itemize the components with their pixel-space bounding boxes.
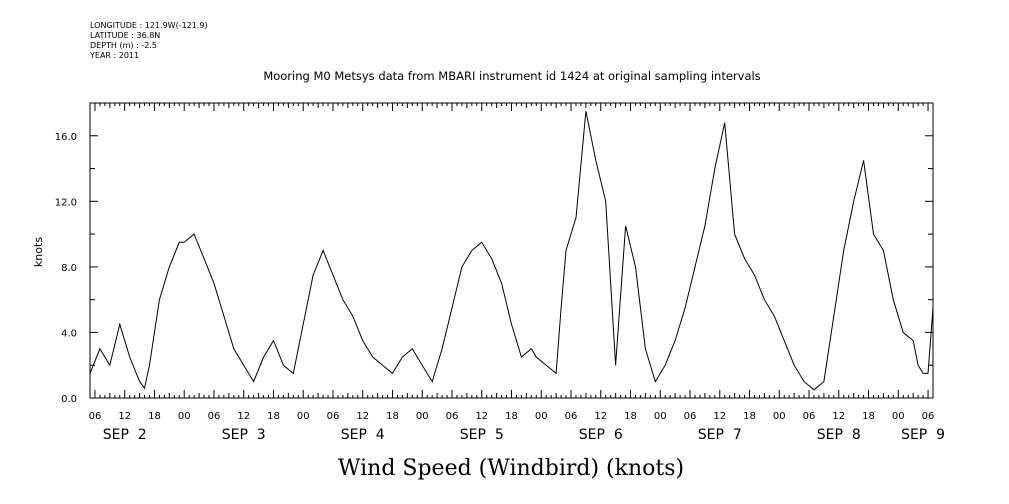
x-date-label: SEP 2 <box>103 427 147 443</box>
wind-speed-line <box>89 111 934 391</box>
depth-text: DEPTH (m) : -2.5 <box>90 41 157 50</box>
x-hour-label: 18 <box>624 411 637 422</box>
x-date-label: SEP 4 <box>341 427 385 443</box>
x-hour-label: 18 <box>862 411 875 422</box>
x-date-label: SEP 3 <box>222 427 266 443</box>
x-date-label: SEP 6 <box>579 427 623 443</box>
x-date-label: SEP 5 <box>460 427 504 443</box>
plot-frame <box>89 102 934 399</box>
x-hour-label: 06 <box>565 411 578 422</box>
y-tick-label: 0.0 <box>61 394 77 405</box>
x-hour-label: 18 <box>148 411 161 422</box>
x-hour-label: 18 <box>267 411 280 422</box>
x-hour-label: 00 <box>178 411 191 422</box>
x-hour-label: 12 <box>832 411 845 422</box>
x-hour-label: 12 <box>713 411 726 422</box>
x-hour-label: 18 <box>386 411 399 422</box>
x-hour-label: 06 <box>922 411 935 422</box>
year-text: YEAR : 2011 <box>90 51 140 60</box>
x-hour-label: 06 <box>446 411 459 422</box>
metadata-block: LONGITUDE : 121.9W(-121.9) LATITUDE : 36… <box>90 21 208 61</box>
x-hour-label: 06 <box>803 411 816 422</box>
x-hour-label: 00 <box>535 411 548 422</box>
x-hour-label: 12 <box>356 411 369 422</box>
y-axis-label: knots <box>32 237 45 267</box>
x-date-label: SEP 7 <box>698 427 742 443</box>
y-tick-label: 4.0 <box>61 328 77 339</box>
x-hour-label: 12 <box>475 411 488 422</box>
y-tick-label: 8.0 <box>61 263 77 274</box>
x-hour-label: 00 <box>892 411 905 422</box>
x-hour-label: 18 <box>505 411 518 422</box>
x-hour-label: 06 <box>89 411 102 422</box>
x-hour-label: 00 <box>654 411 667 422</box>
latitude-text: LATITUDE : 36.8N <box>90 31 161 40</box>
chart-caption: Wind Speed (Windbird) (knots) <box>338 456 684 481</box>
x-hour-label: 00 <box>773 411 786 422</box>
y-tick-label: 16.0 <box>55 132 77 143</box>
x-date-label: SEP 9 <box>901 427 945 443</box>
x-date-label: SEP 8 <box>817 427 861 443</box>
x-hour-label: 18 <box>743 411 756 422</box>
x-hour-label: 12 <box>237 411 250 422</box>
x-hour-label: 06 <box>208 411 221 422</box>
x-hour-label: 12 <box>594 411 607 422</box>
x-hour-label: 06 <box>327 411 340 422</box>
x-axis: 06 12 18 00 06 12 18 00 06 12 18 00 06 12 18 00 06 12 18 00… <box>89 103 945 443</box>
x-hour-label: 12 <box>118 411 131 422</box>
y-axis: 0.0 4.0 8.0 12.0 16.0 <box>55 102 933 405</box>
x-hour-label: 00 <box>416 411 429 422</box>
y-tick-label: 12.0 <box>55 197 77 208</box>
chart-title: Mooring M0 Metsys data from MBARI instru… <box>263 69 760 83</box>
x-hour-label: 06 <box>684 411 697 422</box>
longitude-text: LONGITUDE : 121.9W(-121.9) <box>90 21 208 30</box>
x-hour-label: 00 <box>297 411 310 422</box>
